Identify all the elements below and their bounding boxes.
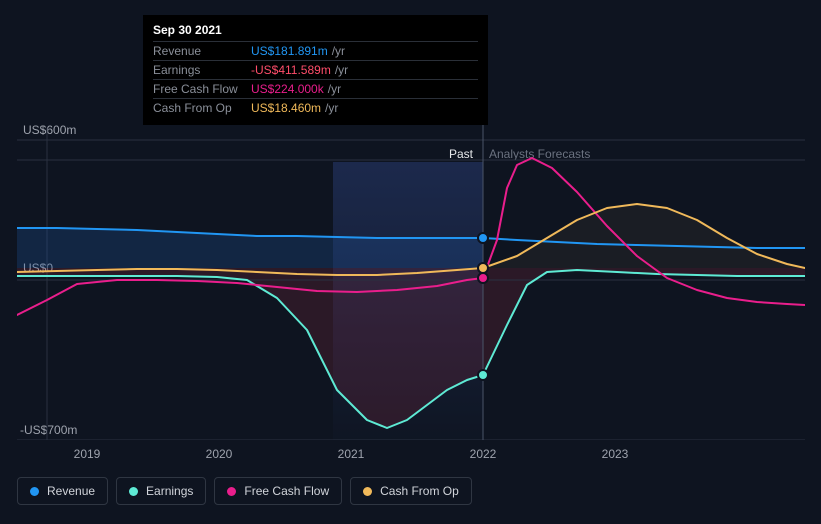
tooltip-row: RevenueUS$181.891m/yr (153, 41, 478, 60)
tooltip-row-unit: /yr (325, 101, 338, 115)
x-tick: 2022 (470, 447, 497, 461)
tooltip-row: Earnings-US$411.589m/yr (153, 60, 478, 79)
legend-dot (363, 487, 372, 496)
legend-item[interactable]: Free Cash Flow (214, 477, 342, 505)
chart-tooltip: Sep 30 2021 RevenueUS$181.891m/yrEarning… (143, 15, 488, 125)
tooltip-row-label: Cash From Op (153, 101, 251, 115)
x-tick: 2019 (74, 447, 101, 461)
tooltip-row-label: Earnings (153, 63, 251, 77)
legend-dot (227, 487, 236, 496)
legend-item[interactable]: Revenue (17, 477, 108, 505)
tooltip-row-value: -US$411.589m (251, 63, 331, 77)
tooltip-row-label: Free Cash Flow (153, 82, 251, 96)
x-tick: 2021 (338, 447, 365, 461)
legend-label: Cash From Op (380, 484, 459, 498)
legend-label: Earnings (146, 484, 193, 498)
x-tick: 2020 (206, 447, 233, 461)
x-axis-ticks: 2019 2020 2021 2022 2023 (17, 447, 805, 467)
tooltip-row-label: Revenue (153, 44, 251, 58)
legend-dot (129, 487, 138, 496)
tooltip-row-unit: /yr (332, 44, 345, 58)
line-chart (17, 120, 805, 440)
tooltip-row: Cash From OpUS$18.460m/yr (153, 98, 478, 117)
tooltip-row-unit: /yr (335, 63, 348, 77)
legend-item[interactable]: Earnings (116, 477, 206, 505)
tooltip-date: Sep 30 2021 (153, 21, 478, 41)
legend: Revenue Earnings Free Cash Flow Cash From O… (17, 477, 472, 505)
legend-label: Revenue (47, 484, 95, 498)
tooltip-row-value: US$18.460m (251, 101, 321, 115)
legend-dot (30, 487, 39, 496)
x-tick: 2023 (602, 447, 629, 461)
legend-item[interactable]: Cash From Op (350, 477, 472, 505)
tooltip-row-value: US$181.891m (251, 44, 328, 58)
tooltip-row: Free Cash FlowUS$224.000k/yr (153, 79, 478, 98)
tooltip-row-unit: /yr (328, 82, 341, 96)
legend-label: Free Cash Flow (244, 484, 329, 498)
tooltip-row-value: US$224.000k (251, 82, 324, 96)
chart-area[interactable] (17, 120, 805, 480)
